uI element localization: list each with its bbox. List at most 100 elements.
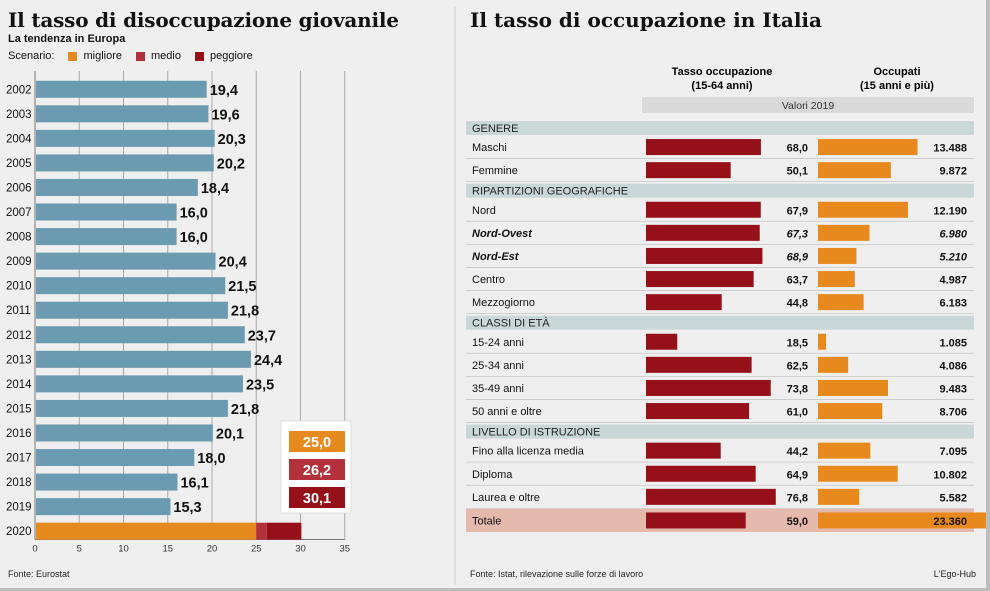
scenario-value-peggiore: 30,1	[303, 491, 331, 507]
row-label: Centro	[472, 274, 505, 286]
bar-value-label: 21,8	[231, 304, 259, 320]
bar-value-label: 21,8	[231, 402, 259, 418]
row-label: Maschi	[472, 142, 507, 154]
rate-value: 59,0	[787, 516, 808, 528]
row-label: Diploma	[472, 469, 513, 481]
year-label: 2020	[6, 526, 32, 538]
employment-value: 6.183	[939, 298, 967, 310]
rate-value: 61,0	[787, 407, 808, 419]
bar-value-label: 23,7	[248, 328, 276, 344]
section-header: RIPARTIZIONI GEOGRAFICHE	[472, 186, 628, 198]
column-header-rate-sub: (15-64 anni)	[691, 80, 752, 92]
scenario-bar-medio	[256, 522, 267, 540]
row-label: 35-49 anni	[472, 383, 524, 395]
legend-item-medio: medio	[151, 50, 181, 62]
rate-bar	[646, 403, 750, 420]
data-bar	[36, 375, 243, 393]
scenario-bar-peggiore	[266, 522, 302, 540]
bar-value-label: 20,2	[217, 156, 245, 172]
rate-value: 73,8	[787, 383, 808, 395]
year-label: 2018	[6, 477, 32, 489]
legend-item-migliore: migliore	[83, 50, 122, 62]
employment-bar	[818, 247, 857, 264]
left-chart-subtitle: La tendenza in Europa	[8, 33, 126, 45]
bar-value-label: 19,4	[210, 83, 238, 99]
right-source: Fonte: Istat, rilevazione sulle forze di…	[470, 569, 644, 579]
rate-bar	[646, 442, 721, 459]
x-tick-label: 15	[162, 543, 173, 554]
year-label: 2011	[6, 305, 31, 317]
year-label: 2002	[6, 84, 32, 96]
bar-value-label: 15,3	[173, 500, 201, 516]
row-label: Laurea e oltre	[472, 492, 540, 504]
column-header-emp-sub: (15 anni e più)	[860, 80, 934, 92]
left-chart-title: Il tasso di disoccupazione giovanile	[8, 8, 399, 32]
row-label: Totale	[472, 515, 501, 527]
rate-bar	[646, 356, 752, 373]
row-label: Mezzogiorno	[472, 297, 535, 309]
bar-value-label: 20,4	[219, 255, 247, 271]
year-label: 2005	[6, 158, 32, 170]
section-header-band	[466, 315, 974, 330]
data-bar	[36, 473, 178, 491]
employment-value: 7.095	[939, 446, 967, 458]
employment-value: 10.802	[933, 469, 967, 481]
employment-bar	[818, 465, 898, 482]
employment-value: 5.582	[939, 492, 967, 504]
scenario-value-medio: 26,2	[303, 463, 331, 479]
bar-value-label: 16,1	[180, 476, 208, 492]
scenario-chip-medio	[289, 459, 345, 480]
data-bar	[36, 228, 177, 246]
column-header-rate: Tasso occupazione	[672, 66, 773, 78]
column-header-emp: Occupati	[873, 66, 920, 78]
employment-bar	[818, 201, 908, 218]
year-label: 2003	[6, 109, 32, 121]
rate-bar	[646, 247, 763, 264]
employment-value: 4.987	[939, 275, 967, 287]
bar-value-label: 16,0	[180, 206, 208, 222]
rate-bar	[646, 201, 761, 218]
year-label: 2008	[6, 232, 32, 244]
rate-value: 67,3	[787, 228, 808, 240]
employment-bar	[818, 442, 871, 459]
employment-bar	[818, 162, 891, 179]
rate-value: 62,5	[787, 360, 808, 372]
data-bar	[36, 277, 226, 295]
employment-value: 6.980	[939, 228, 967, 240]
year-label: 2004	[6, 133, 32, 145]
data-bar	[36, 178, 198, 196]
bar-value-label: 23,5	[246, 377, 274, 393]
bar-value-label: 24,4	[254, 353, 282, 369]
brand-credit: L'Ego-Hub	[933, 569, 976, 579]
x-tick-label: 35	[339, 543, 350, 554]
employment-value: 9.872	[939, 166, 967, 178]
data-bar	[36, 449, 195, 467]
employment-value: 8.706	[939, 407, 967, 419]
rate-value: 68,9	[787, 251, 809, 263]
row-label: Fino alla licenza media	[472, 446, 585, 458]
data-bar	[36, 203, 177, 221]
data-bar	[36, 105, 209, 123]
year-label: 2016	[6, 428, 32, 440]
section-header: GENERE	[472, 123, 518, 135]
rate-bar	[646, 162, 731, 179]
year-label: 2019	[6, 502, 32, 514]
rate-value: 76,8	[787, 492, 808, 504]
data-bar	[36, 301, 228, 319]
section-header-band	[466, 121, 974, 135]
row-label: Nord-Est	[472, 251, 520, 263]
year-label: 2009	[6, 256, 32, 268]
rate-bar	[646, 465, 756, 482]
year-label: 2013	[6, 354, 32, 366]
frame-edge	[986, 0, 990, 591]
rate-bar	[646, 488, 776, 505]
scenario-chip-peggiore	[289, 487, 345, 508]
data-bar	[36, 399, 228, 417]
bar-value-label: 16,0	[180, 230, 208, 246]
employment-value: 23.360	[933, 516, 967, 528]
rate-value: 63,7	[787, 275, 808, 287]
section-header: LIVELLO DI ISTRUZIONE	[472, 427, 600, 439]
employment-value: 13.488	[933, 143, 967, 155]
year-label: 2012	[6, 330, 32, 342]
legend-swatch-medio	[136, 51, 145, 61]
